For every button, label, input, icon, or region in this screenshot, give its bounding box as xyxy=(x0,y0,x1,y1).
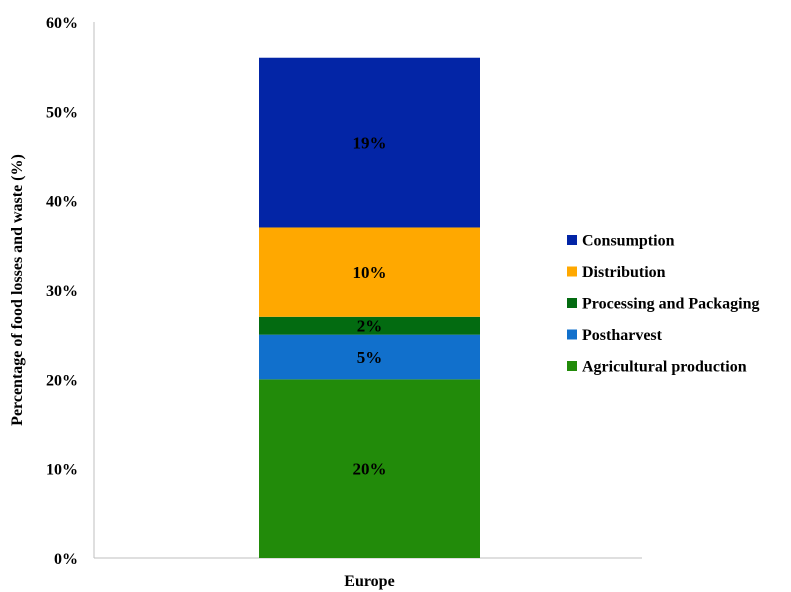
y-axis-ticks: 0% 10% 20% 30% 40% 50% 60% xyxy=(46,15,78,568)
data-label: 2% xyxy=(357,317,383,336)
bar-segment xyxy=(259,379,480,558)
legend-swatch xyxy=(567,266,577,277)
data-label: 19% xyxy=(353,134,387,153)
legend: Consumption Distribution Processing and Pa… xyxy=(567,233,760,376)
legend-label: Consumption xyxy=(582,233,675,250)
bar-segment xyxy=(259,227,480,317)
y-tick-label: 0% xyxy=(54,551,78,568)
data-label: 5% xyxy=(357,348,383,367)
bar-segment xyxy=(259,334,480,380)
legend-label: Postharvest xyxy=(582,327,663,344)
legend-swatch xyxy=(567,329,577,340)
bar-segment xyxy=(259,57,480,228)
legend-label: Distribution xyxy=(582,264,666,281)
legend-label: Agricultural production xyxy=(582,359,747,376)
y-axis-title: Percentage of food losses and waste (%) xyxy=(9,154,26,426)
y-tick-label: 60% xyxy=(46,15,78,32)
data-label: 10% xyxy=(353,263,387,282)
y-tick-label: 40% xyxy=(46,194,78,211)
x-tick-label: Europe xyxy=(344,573,394,590)
y-tick-label: 10% xyxy=(46,462,78,479)
y-tick-label: 30% xyxy=(46,283,78,300)
bar-stack: 20% 5% 2% 10% 19% xyxy=(259,57,480,558)
legend-swatch xyxy=(567,361,577,371)
data-label: 20% xyxy=(353,460,387,479)
y-tick-label: 20% xyxy=(46,372,78,389)
legend-swatch xyxy=(567,298,577,308)
legend-swatch xyxy=(567,235,577,245)
bar-segment xyxy=(259,316,480,335)
y-tick-label: 50% xyxy=(46,104,78,121)
legend-label: Processing and Packaging xyxy=(582,296,760,313)
